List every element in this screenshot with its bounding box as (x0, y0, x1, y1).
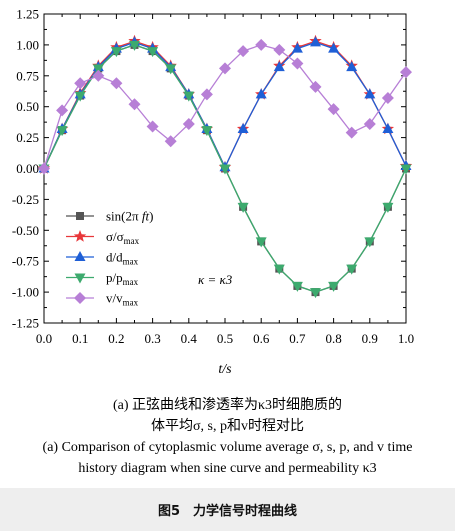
figure-title: 图5 力学信号时程曲线 (157, 504, 298, 519)
x-axis-title: t/s (218, 362, 232, 377)
data-point (183, 91, 195, 102)
data-point (328, 281, 340, 292)
data-point (310, 288, 321, 299)
legend-marker (74, 273, 86, 284)
legend-marker (74, 292, 86, 304)
data-point (291, 281, 303, 292)
data-point (165, 64, 177, 75)
data-point (237, 45, 250, 58)
data-point (327, 103, 340, 116)
data-point (291, 57, 304, 70)
legend-marker (74, 251, 86, 261)
x-tick-label: 0.6 (253, 331, 270, 346)
data-point (92, 64, 104, 75)
y-tick-label: 0.50 (16, 99, 39, 114)
data-point (129, 40, 140, 51)
x-tick-label: 0.8 (325, 331, 341, 346)
x-tick-label: 0.7 (289, 331, 306, 346)
chart-area: 0.0 0.1 0.2 0.3 0.4 0.5 0.6 0.7 0.8 0.9 1.0 1.25 1.0… (12, 7, 414, 378)
x-tick-label: 0.9 (362, 331, 378, 346)
data-point (201, 126, 213, 137)
data-point (364, 88, 376, 99)
data-point (255, 38, 268, 51)
y-tick-label: -0.25 (12, 192, 39, 207)
data-point (291, 42, 303, 53)
data-point (273, 43, 286, 56)
data-point (400, 164, 412, 175)
data-point (219, 62, 231, 75)
y-tick-label: -1.00 (12, 285, 39, 300)
legend-label: sin(2π ft) (106, 209, 153, 224)
legend-label: σ/σmax (106, 229, 140, 246)
legend-marker (73, 230, 87, 242)
figure-title-bar: 图5 力学信号时程曲线 (0, 488, 455, 531)
data-point (56, 104, 69, 117)
data-point (381, 92, 394, 105)
y-tick-label: -0.75 (12, 254, 39, 269)
figure-caption: (a) 正弦曲线和渗透率为κ3时细胞质的 体平均σ, s, p和v时程对比 (a… (0, 395, 455, 488)
data-point (110, 77, 123, 90)
data-point (400, 66, 412, 79)
series-1 (37, 34, 413, 174)
y-tick-label: -1.25 (12, 316, 39, 331)
data-point (164, 135, 177, 148)
data-point (147, 47, 159, 58)
series-4 (38, 38, 412, 175)
data-point (182, 118, 195, 131)
y-tick-label: 0.75 (16, 68, 39, 83)
data-point (309, 80, 322, 93)
data-point (382, 202, 394, 213)
y-tick-label: 0.25 (16, 130, 39, 145)
series-2 (38, 36, 412, 173)
data-point (146, 120, 159, 133)
x-tick-label: 0.4 (181, 331, 198, 346)
legend-label: v/vmax (106, 291, 139, 308)
y-tick-label: 0.00 (16, 161, 39, 176)
data-point (74, 77, 87, 90)
data-point (110, 47, 122, 58)
y-tick-label: 1.25 (16, 7, 39, 22)
data-point (273, 264, 285, 275)
data-point (219, 164, 231, 175)
data-point (255, 237, 267, 248)
series-3 (38, 40, 412, 299)
x-tick-label: 1.0 (398, 331, 414, 346)
legend: sin(2π ft) σ/σmax d/dmax p/pmax v/vmax (66, 209, 153, 308)
data-point (364, 237, 376, 248)
legend-label: p/pmax (106, 270, 139, 287)
y-tick-label: -0.50 (12, 223, 39, 238)
data-point (200, 88, 213, 101)
y-tick-label: 1.00 (16, 37, 39, 52)
data-point (237, 202, 249, 213)
data-point (92, 69, 105, 82)
caption-en-line1: (a) Comparison of cytoplasmic volume ave… (42, 440, 413, 455)
legend-marker (76, 212, 84, 220)
data-point (74, 91, 86, 102)
data-point (346, 61, 358, 72)
data-point (345, 126, 358, 139)
data-point (38, 162, 50, 175)
data-point (128, 98, 141, 111)
data-point (382, 122, 394, 133)
x-tick-label: 0.3 (144, 331, 160, 346)
data-point (237, 122, 249, 133)
line-chart: 0.0 0.1 0.2 0.3 0.4 0.5 0.6 0.7 0.8 0.9 1.0 1.25 1.0… (12, 7, 414, 378)
data-point (255, 88, 267, 99)
data-point (56, 126, 68, 137)
kappa-annotation: κ = κ3 (198, 272, 233, 287)
data-point (273, 61, 285, 72)
x-tick-label: 0.0 (36, 331, 52, 346)
caption-zh-line1: (a) 正弦曲线和渗透率为κ3时细胞质的 (112, 398, 343, 413)
x-tick-label: 0.2 (108, 331, 124, 346)
data-point (363, 118, 376, 131)
x-tick-label: 0.1 (72, 331, 88, 346)
caption-en-line2: history diagram when sine curve and perm… (78, 461, 377, 476)
caption-zh-line2: 体平均σ, s, p和v时程对比 (151, 419, 304, 434)
legend-label: d/dmax (106, 250, 139, 267)
data-point (310, 36, 321, 47)
data-point (346, 264, 358, 275)
data-point (328, 42, 340, 53)
x-tick-label: 0.5 (217, 331, 233, 346)
